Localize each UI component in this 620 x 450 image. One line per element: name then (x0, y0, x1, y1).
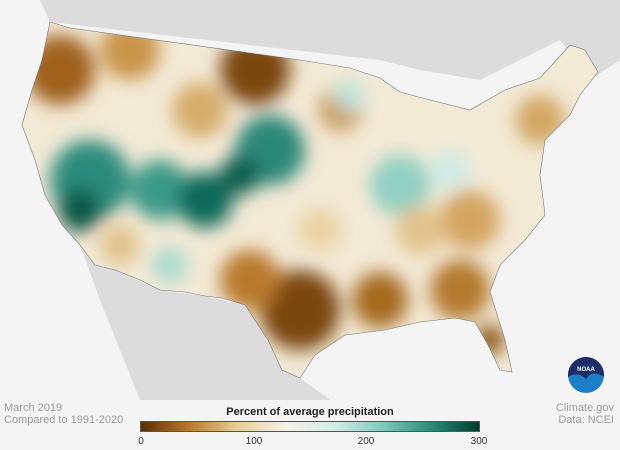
noaa-logo: NOAA (568, 357, 604, 393)
source-label: Climate.gov (555, 402, 614, 414)
legend-tick: 300 (470, 436, 488, 447)
credits: Climate.gov Data: NCEI (556, 402, 614, 426)
period-label: March 2019 (4, 402, 63, 414)
precipitation-field (22, 22, 598, 378)
map-info: March 2019 Compared to 1991-2020 (4, 402, 123, 426)
legend-colorbar (140, 421, 480, 432)
data-label: Data: NCEI (558, 414, 614, 426)
mexico-land (80, 245, 330, 400)
legend-tick: 100 (245, 436, 263, 447)
svg-text:NOAA: NOAA (577, 367, 595, 373)
canada-land (40, 0, 620, 80)
precipitation-map (21, 0, 620, 400)
legend-title: Percent of average precipitation (226, 406, 394, 418)
legend-tick: 0 (138, 436, 144, 447)
baseline-label: Compared to 1991-2020 (4, 414, 124, 426)
legend-tick: 200 (357, 436, 375, 447)
